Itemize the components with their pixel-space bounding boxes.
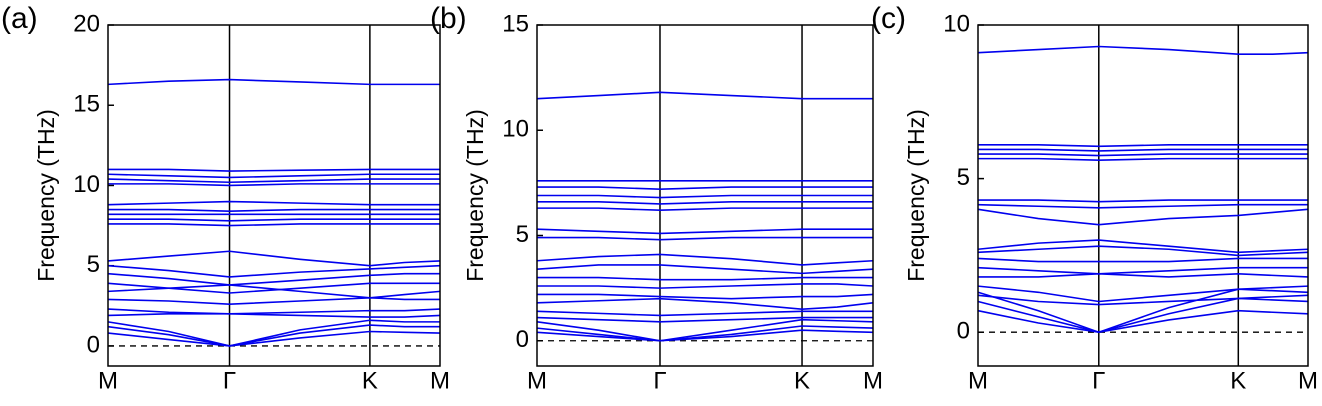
band-line <box>536 253 874 266</box>
band-line <box>107 250 441 267</box>
panel-label: (a) <box>1 2 38 35</box>
band-line <box>536 264 874 275</box>
band-line <box>977 294 1309 306</box>
band-line <box>536 310 873 317</box>
x-tick-label: K <box>794 367 810 394</box>
y-tick-label: 10 <box>943 10 970 37</box>
band-line <box>107 200 440 206</box>
band-line <box>108 218 440 222</box>
band-line <box>536 91 873 100</box>
y-tick-label: 5 <box>87 251 100 278</box>
band-line <box>977 257 1308 263</box>
y-axis-label: Frequency (THz) <box>462 109 488 282</box>
band-line <box>107 313 441 318</box>
x-tick-label: M <box>968 367 988 394</box>
band-line <box>536 228 873 235</box>
y-axis-label: Frequency (THz) <box>33 109 59 282</box>
band-line <box>107 319 440 347</box>
y-tick-label: 10 <box>502 116 529 143</box>
x-tick-label: M <box>1298 367 1318 394</box>
band-line <box>978 199 1308 203</box>
band-line <box>978 273 1309 278</box>
x-tick-label: M <box>527 367 547 394</box>
y-tick-label: 0 <box>957 318 970 345</box>
band-line <box>537 236 873 241</box>
band-line <box>107 173 440 179</box>
band-line <box>537 207 873 212</box>
band-line <box>977 245 1309 257</box>
plot-frame <box>536 24 874 367</box>
band-line <box>977 208 1309 226</box>
band-line <box>977 285 1309 303</box>
x-tick-label: M <box>863 367 883 394</box>
x-tick-label: K <box>1230 367 1246 394</box>
band-line <box>978 144 1308 148</box>
band-line <box>537 194 873 199</box>
x-tick-label: Γ <box>653 367 666 394</box>
panel-label: (b) <box>430 2 467 35</box>
band-line <box>108 223 440 227</box>
band-line <box>107 308 441 315</box>
band-line <box>107 264 441 278</box>
y-tick-label: 15 <box>502 10 529 37</box>
y-axis-label: Frequency (THz) <box>903 109 929 282</box>
band-line <box>978 153 1308 157</box>
x-tick-label: M <box>98 367 118 394</box>
band-line <box>536 325 874 342</box>
band-line <box>107 78 440 86</box>
band-line <box>977 266 1308 275</box>
band-line <box>977 45 1309 55</box>
band-line <box>537 201 873 205</box>
y-tick-label: 0 <box>87 331 100 358</box>
band-line <box>977 309 1309 334</box>
band-line <box>537 293 874 300</box>
band-line <box>108 208 440 212</box>
y-tick-label: 20 <box>73 10 100 37</box>
y-tick-label: 0 <box>516 326 529 353</box>
band-line <box>537 276 873 281</box>
band-line <box>536 329 874 342</box>
y-tick-label: 5 <box>957 164 970 191</box>
band-line <box>977 203 1308 209</box>
plot-frame <box>977 24 1309 367</box>
band-line <box>107 324 440 347</box>
band-line <box>108 168 440 172</box>
band-line <box>978 148 1308 152</box>
plot-frame <box>107 24 441 367</box>
band-line <box>977 297 1309 334</box>
y-tick-label: 10 <box>73 171 100 198</box>
band-line <box>537 283 874 289</box>
x-tick-label: M <box>430 367 450 394</box>
band-line <box>107 178 440 184</box>
band-line <box>536 297 874 310</box>
band-line <box>536 318 874 342</box>
band-line <box>107 330 441 347</box>
y-tick-label: 15 <box>73 91 100 118</box>
band-line <box>107 272 440 286</box>
y-tick-label: 5 <box>516 221 529 248</box>
panel-label: (c) <box>871 2 906 35</box>
band-line <box>537 186 873 190</box>
band-line <box>108 183 440 187</box>
band-line <box>977 288 1309 334</box>
x-tick-label: Γ <box>223 367 236 394</box>
x-tick-label: Γ <box>1092 367 1105 394</box>
x-tick-label: K <box>362 367 378 394</box>
band-line <box>978 157 1308 161</box>
band-line <box>107 296 440 306</box>
band-line <box>977 239 1309 254</box>
band-line <box>536 316 873 323</box>
band-line <box>107 284 441 299</box>
